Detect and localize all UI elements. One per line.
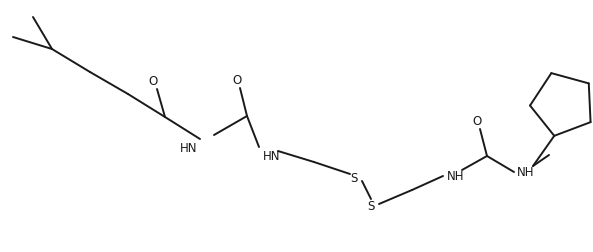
- Text: NH: NH: [447, 170, 464, 183]
- Text: NH: NH: [517, 166, 534, 179]
- Text: O: O: [473, 114, 482, 127]
- Text: HN: HN: [263, 150, 280, 163]
- Text: HN: HN: [180, 142, 197, 155]
- Text: O: O: [148, 74, 158, 87]
- Text: S: S: [367, 200, 375, 213]
- Text: O: O: [232, 73, 241, 86]
- Text: S: S: [350, 171, 358, 184]
